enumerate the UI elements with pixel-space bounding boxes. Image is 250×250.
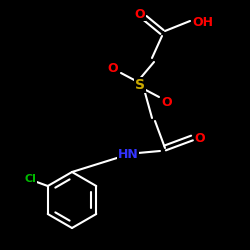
Text: HN: HN (118, 148, 139, 162)
Text: O: O (135, 8, 145, 20)
Text: O: O (195, 132, 205, 144)
Text: S: S (135, 78, 145, 92)
Text: O: O (162, 96, 172, 108)
Text: OH: OH (192, 16, 214, 28)
Text: Cl: Cl (25, 174, 37, 184)
Text: O: O (108, 62, 118, 74)
